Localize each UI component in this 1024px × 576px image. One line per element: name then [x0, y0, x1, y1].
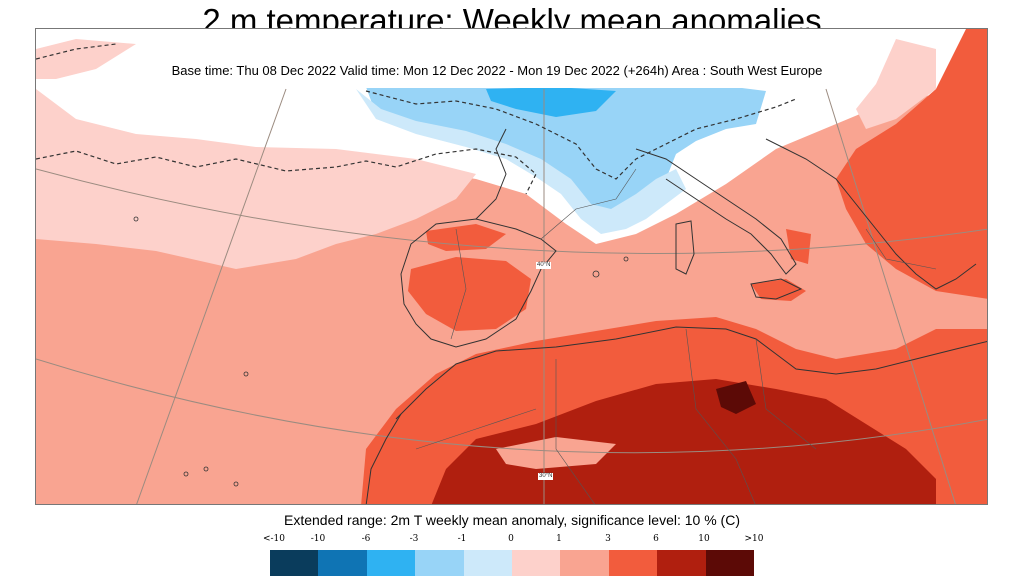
pale-inclusion-sahara	[496, 437, 616, 469]
latitude-label-30n: 30°N	[538, 473, 554, 480]
legend-swatch	[560, 550, 609, 576]
graticule	[36, 88, 987, 504]
warm-anomaly-balkans	[836, 29, 987, 299]
cold-anomaly-core	[486, 87, 616, 117]
legend-swatch	[318, 550, 367, 576]
country-borders	[415, 168, 937, 504]
pale-pink-upper-left	[36, 39, 136, 79]
warm-anomaly-sahara-core	[716, 381, 756, 414]
legend-tick: -10	[310, 534, 326, 544]
coastlines	[365, 128, 987, 504]
islands	[133, 216, 629, 487]
legend-swatch	[415, 550, 464, 576]
legend-tick: <-10	[262, 534, 286, 544]
map-subtitle: Base time: Thu 08 Dec 2022 Valid time: M…	[128, 52, 866, 88]
significance-contours	[36, 43, 797, 195]
legend-tick: 6	[653, 534, 659, 544]
legend-swatch	[657, 550, 706, 576]
legend-swatch	[705, 550, 755, 576]
legend-tick: -6	[361, 534, 371, 544]
legend-tick-labels: <-10 -10 -6 -3 -1 0 1 3 6 10 >10	[246, 534, 776, 548]
legend-tick: -3	[409, 534, 419, 544]
legend-tick: 1	[556, 534, 562, 544]
anomaly-map: 40°N 30°N	[35, 28, 988, 505]
legend-tick: >10	[744, 534, 764, 544]
legend-color-bar	[270, 550, 755, 576]
warm-spot-iberia-central	[408, 257, 531, 331]
legend-tick: 0	[508, 534, 514, 544]
warm-spot-iberia-north	[426, 224, 506, 251]
legend-tick: 3	[605, 534, 611, 544]
warm-anomaly-balkans-pale	[856, 39, 936, 129]
pale-pink-band-atlantic	[36, 89, 476, 269]
cold-anomaly-light-blue	[366, 81, 766, 224]
legend-swatch	[463, 550, 513, 576]
legend-swatch	[366, 550, 416, 576]
warm-anomaly-sahara	[431, 379, 936, 504]
legend-tick: -1	[457, 534, 467, 544]
warm-spot-south-italy	[786, 229, 811, 264]
latitude-label-40n: 40°N	[536, 262, 552, 269]
legend-swatch	[608, 550, 658, 576]
legend-swatch	[512, 550, 561, 576]
legend-swatch	[270, 550, 319, 576]
legend-tick: 10	[698, 534, 710, 544]
legend-caption: Extended range: 2m T weekly mean anomaly…	[283, 512, 740, 528]
